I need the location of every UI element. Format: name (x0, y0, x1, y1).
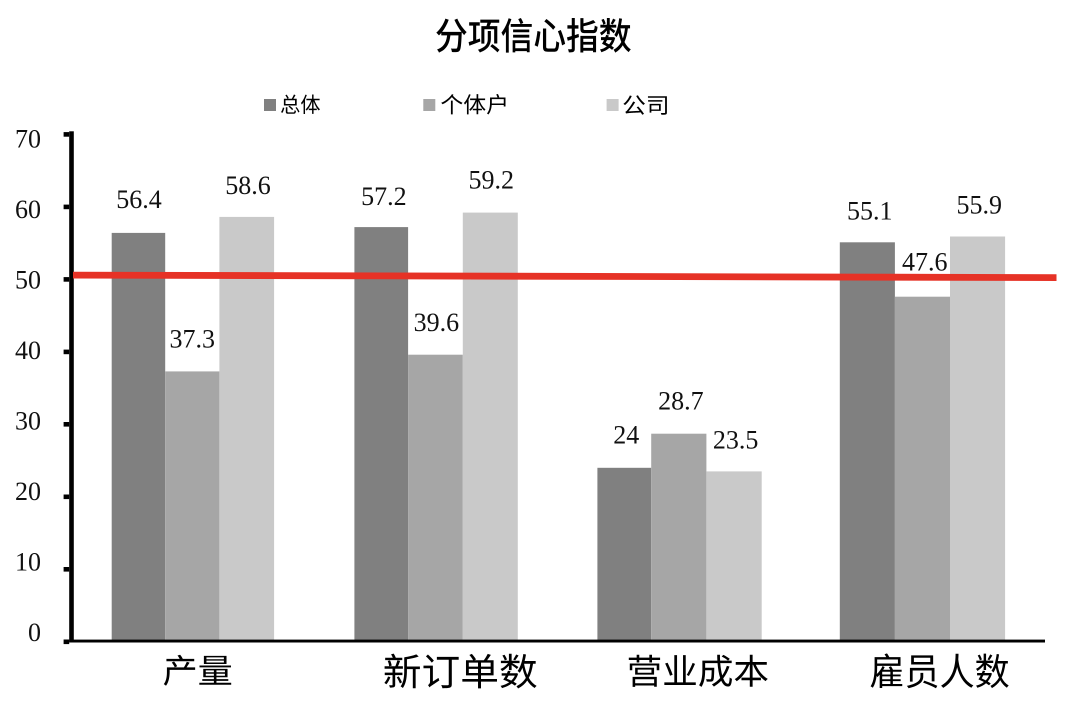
svg-text:60: 60 (15, 195, 41, 224)
svg-text:39.6: 39.6 (414, 308, 460, 337)
svg-text:47.6: 47.6 (902, 247, 948, 276)
svg-text:56.4: 56.4 (116, 185, 162, 214)
svg-text:40: 40 (15, 336, 41, 365)
svg-text:58.6: 58.6 (225, 171, 271, 200)
svg-text:0: 0 (28, 618, 41, 647)
svg-text:20: 20 (15, 477, 41, 506)
svg-text:70: 70 (15, 124, 41, 153)
svg-text:24: 24 (613, 421, 639, 450)
svg-text:28.7: 28.7 (658, 387, 704, 416)
svg-text:23.5: 23.5 (713, 426, 759, 455)
svg-text:50: 50 (15, 265, 41, 294)
svg-text:55.9: 55.9 (957, 190, 1003, 219)
svg-text:30: 30 (15, 406, 41, 435)
svg-text:57.2: 57.2 (361, 182, 407, 211)
svg-text:10: 10 (15, 547, 41, 576)
svg-text:59.2: 59.2 (469, 165, 515, 194)
svg-text:37.3: 37.3 (170, 324, 216, 353)
svg-text:55.1: 55.1 (847, 196, 893, 225)
